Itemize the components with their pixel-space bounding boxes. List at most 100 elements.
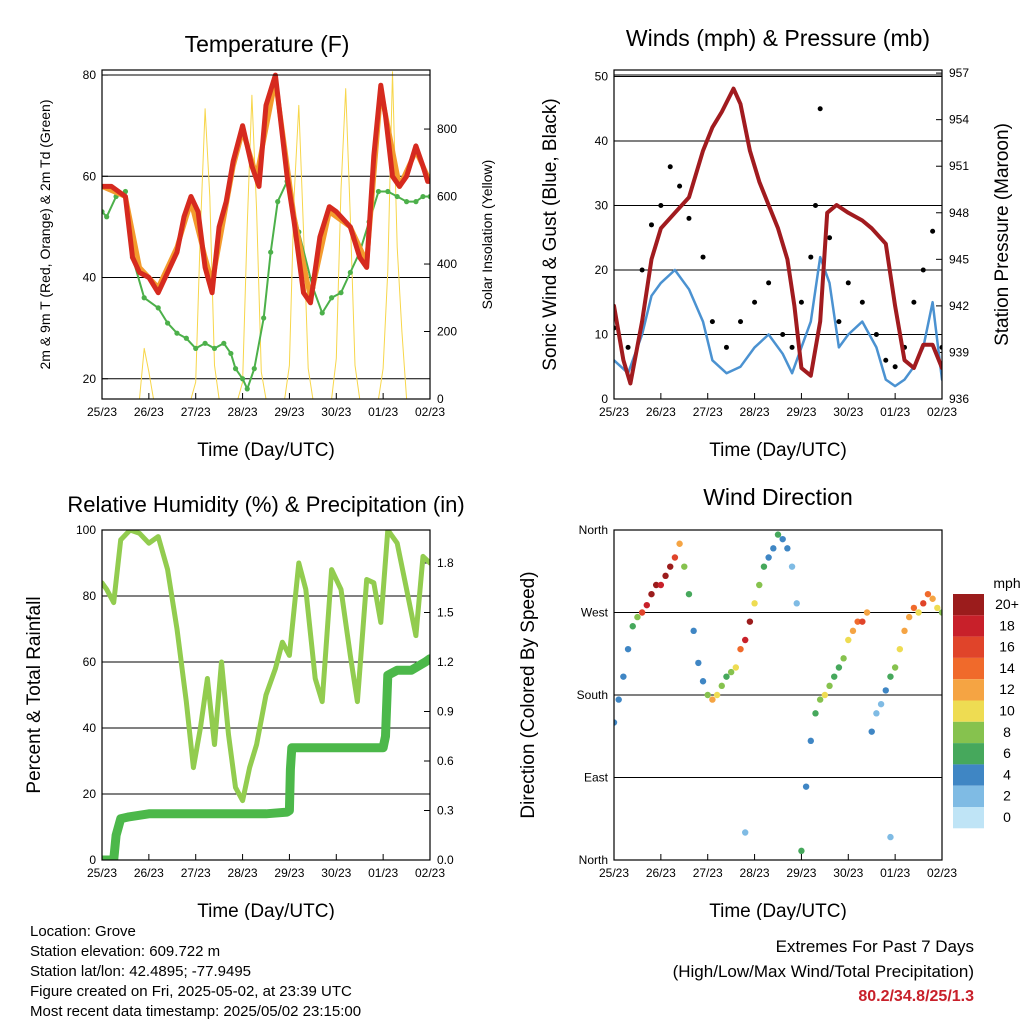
y-tick-label: 20 bbox=[83, 372, 97, 386]
y-axis-label: 2m & 9m T (Red, Orange) & 2m Td (Green) bbox=[37, 100, 53, 370]
direction-point bbox=[915, 609, 922, 616]
y2-tick-label: 942 bbox=[949, 299, 969, 313]
y-tick-label: 80 bbox=[83, 68, 97, 82]
y2-tick-label: 1.2 bbox=[437, 655, 454, 669]
direction-point bbox=[854, 618, 861, 625]
y2-tick-label: 0.9 bbox=[437, 705, 454, 719]
y-tick-label: East bbox=[584, 771, 609, 785]
direction-point bbox=[704, 691, 711, 699]
y2-tick-label: 0.6 bbox=[437, 754, 454, 768]
direction-point bbox=[751, 600, 758, 607]
direction-point bbox=[896, 645, 904, 653]
x-tick-label: 26/23 bbox=[134, 866, 164, 880]
colorbar-swatch bbox=[953, 594, 984, 616]
y2-tick-label: 936 bbox=[949, 392, 969, 406]
direction-point bbox=[690, 627, 697, 635]
direction-point bbox=[614, 719, 618, 726]
colorbar-label: 6 bbox=[1003, 745, 1011, 761]
colorbar-label: 8 bbox=[1003, 724, 1011, 740]
pressure-series bbox=[614, 86, 942, 386]
location-text: Location: Grove bbox=[30, 923, 136, 940]
x-tick-label: 30/23 bbox=[321, 405, 351, 419]
y-tick-label: 20 bbox=[83, 787, 97, 801]
y-tick-label: 10 bbox=[595, 327, 609, 341]
direction-point bbox=[906, 613, 913, 621]
gust-point bbox=[859, 299, 865, 305]
colorbar-label: 4 bbox=[1003, 766, 1011, 782]
colorbar-swatch bbox=[953, 721, 984, 744]
gust-point bbox=[939, 344, 942, 350]
plot-frame bbox=[613, 69, 943, 400]
direction-point bbox=[667, 563, 674, 570]
y-axis-label: Percent & Total Rainfall bbox=[24, 596, 45, 793]
humidity-plot-area bbox=[102, 530, 430, 860]
gust-point bbox=[812, 202, 818, 208]
x-tick-label: 26/23 bbox=[646, 866, 676, 880]
winds-chart: 0 10 20 30 40 50 936 939 942 945 948 951 954 957 25/23… bbox=[540, 25, 1013, 461]
direction-point bbox=[662, 572, 669, 580]
gust-point bbox=[883, 357, 889, 363]
direction-point bbox=[676, 540, 683, 547]
direction-point bbox=[863, 609, 871, 616]
direction-point bbox=[812, 710, 819, 717]
direction-point bbox=[620, 673, 627, 680]
direction-point bbox=[845, 636, 852, 644]
y2-tick-label: 948 bbox=[949, 206, 969, 220]
x-axis-label: Time (Day/UTC) bbox=[709, 901, 847, 920]
direction-point bbox=[891, 664, 899, 671]
direction-point bbox=[887, 673, 894, 680]
extremes-legend: (High/Low/Max Wind/Total Precipitation) bbox=[672, 962, 974, 981]
direction-point bbox=[681, 563, 688, 570]
latlon-text: Station lat/lon: 42.4895; -77.9495 bbox=[30, 963, 252, 980]
gust-point bbox=[766, 280, 772, 286]
y2-tick-label: 800 bbox=[437, 122, 457, 136]
sonic-wind-series bbox=[614, 255, 942, 388]
chart-title: Temperature (F) bbox=[185, 31, 350, 57]
y2-tick-label: 945 bbox=[949, 252, 969, 266]
x-tick-label: 02/23 bbox=[927, 866, 957, 880]
direction-point bbox=[849, 627, 857, 635]
direction-point bbox=[784, 545, 791, 552]
x-tick-label: 01/23 bbox=[368, 405, 398, 419]
x-tick-label: 30/23 bbox=[321, 866, 351, 880]
y-tick-label: 0 bbox=[89, 853, 96, 867]
x-tick-label: 02/23 bbox=[927, 405, 957, 419]
humidity-chart: 0 20 40 60 80 100 0.0 0.3 0.6 0.9 1.2 1.5 1.8 25/23 26… bbox=[24, 492, 465, 920]
y2-tick-label: 939 bbox=[949, 345, 969, 359]
direction-point bbox=[835, 664, 843, 671]
direction-point bbox=[643, 601, 650, 609]
direction-point bbox=[746, 618, 754, 625]
x-tick-label: 29/23 bbox=[786, 405, 816, 419]
gust-point bbox=[700, 254, 706, 260]
x-tick-label: 25/23 bbox=[87, 866, 117, 880]
gust-point bbox=[780, 331, 786, 337]
direction-point bbox=[732, 664, 740, 671]
y-axis-label: Direction (Colored By Speed) bbox=[518, 571, 539, 818]
y2-tick-label: 600 bbox=[437, 190, 457, 204]
direction-point bbox=[774, 531, 782, 538]
direction-point bbox=[882, 687, 889, 694]
x-tick-label: 28/23 bbox=[740, 405, 770, 419]
colorbar-swatch bbox=[953, 657, 984, 680]
station-info: Location: Grove Station elevation: 609.7… bbox=[30, 922, 361, 1022]
y2-tick-label: 0.0 bbox=[437, 853, 454, 867]
temperature-plot-area bbox=[102, 71, 430, 399]
plot-frame bbox=[101, 69, 431, 400]
direction-point bbox=[831, 673, 838, 680]
gust-point bbox=[723, 344, 729, 350]
gust-point bbox=[625, 344, 631, 350]
gust-point bbox=[738, 319, 744, 325]
direction-point bbox=[920, 600, 927, 607]
chart-title: Winds (mph) & Pressure (mb) bbox=[626, 25, 930, 51]
y-tick-label: 40 bbox=[83, 271, 97, 285]
gust-point bbox=[873, 331, 879, 337]
direction-point bbox=[648, 590, 655, 598]
colorbar-title: mph bbox=[993, 575, 1020, 591]
x-tick-label: 01/23 bbox=[880, 405, 910, 419]
y-tick-label: 40 bbox=[83, 721, 97, 735]
y-tick-label: 100 bbox=[76, 523, 96, 537]
gust-point bbox=[808, 254, 814, 260]
y2-tick-label: 0.3 bbox=[437, 804, 454, 818]
y-axis-label: Sonic Wind & Gust (Blue, Black) bbox=[540, 98, 561, 370]
gust-point bbox=[827, 235, 833, 241]
